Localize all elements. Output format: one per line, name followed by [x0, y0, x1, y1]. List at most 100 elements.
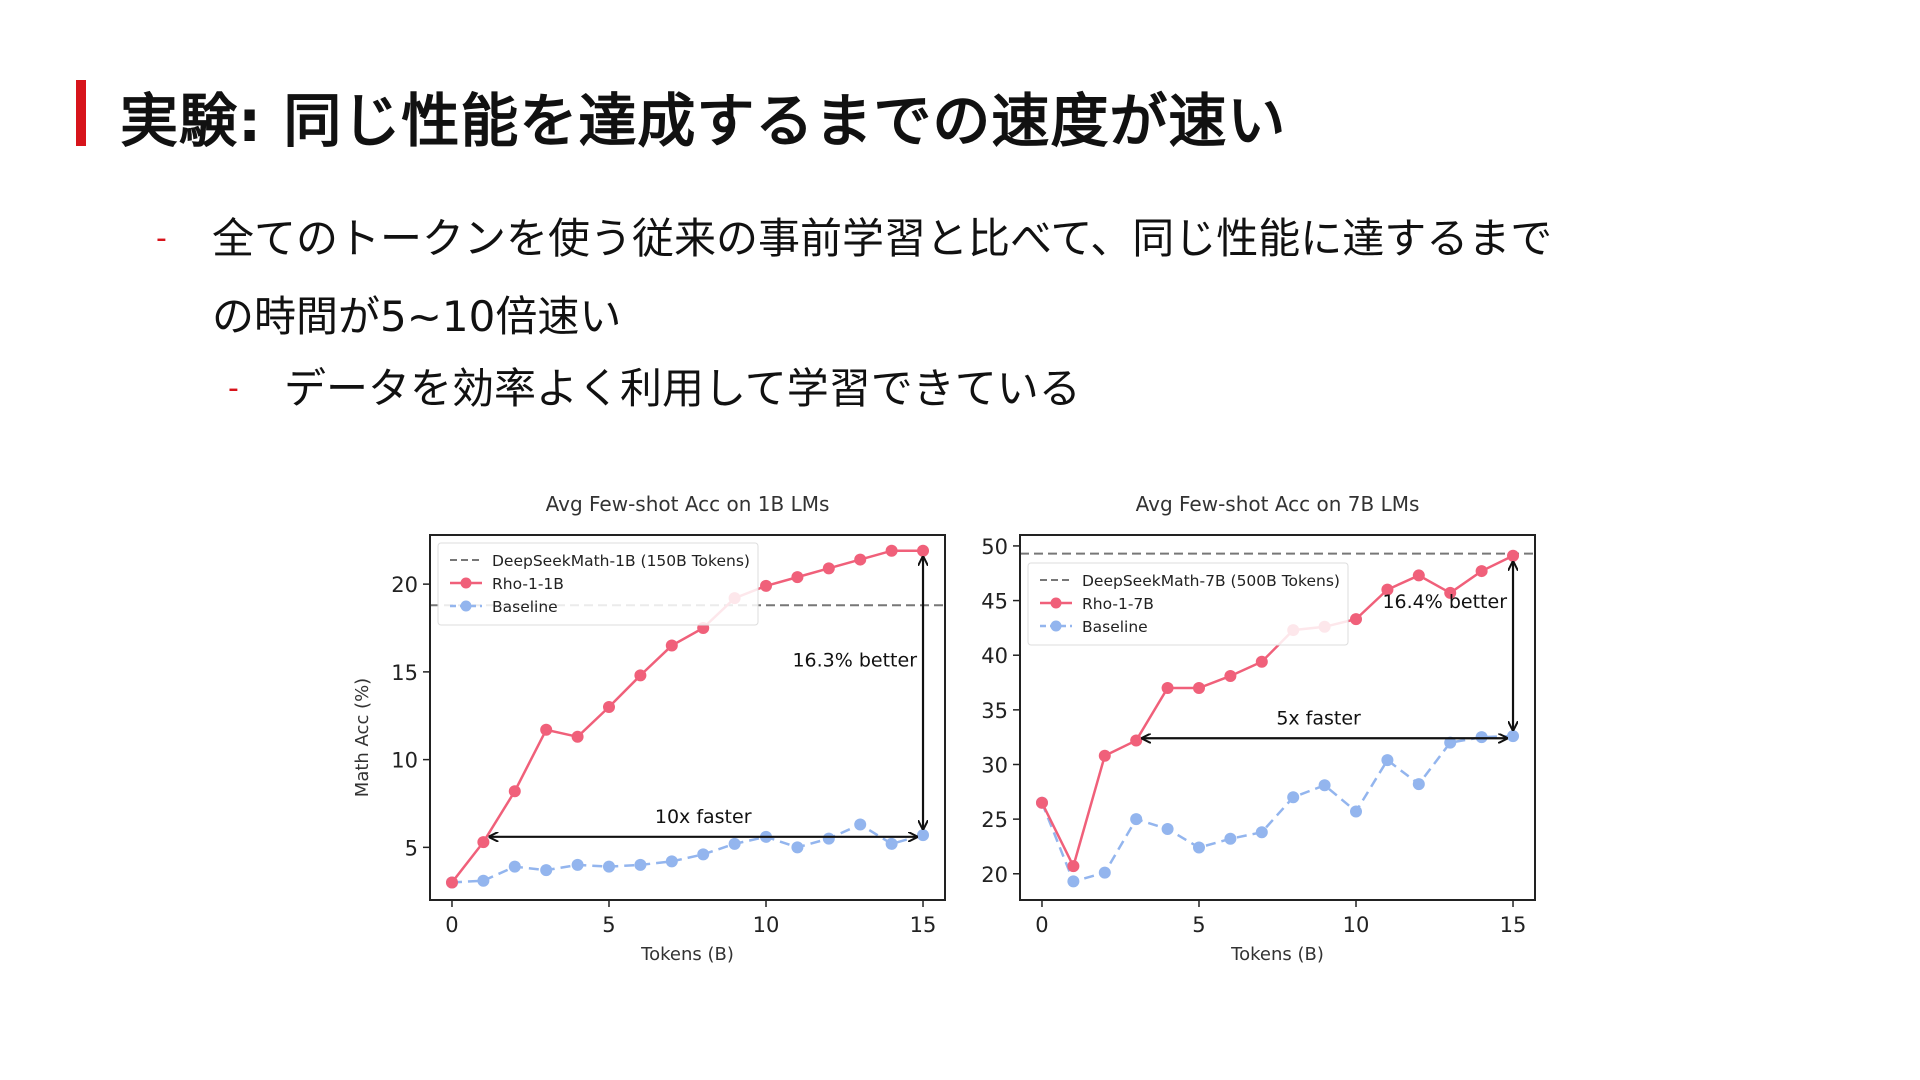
- data-point-rho: [1067, 860, 1080, 873]
- data-point-baseline: [885, 837, 898, 850]
- series-line-baseline: [451, 823, 924, 884]
- data-point-baseline: [1098, 866, 1111, 879]
- legend-label: Baseline: [492, 598, 558, 616]
- data-point-rho: [602, 700, 615, 713]
- legend-label: DeepSeekMath-7B (500B Tokens): [1082, 572, 1340, 590]
- data-point-rho: [665, 639, 678, 652]
- legend-swatch-marker: [1050, 597, 1062, 609]
- y-tick-label: 40: [981, 644, 1008, 668]
- x-tick-label: 5: [602, 913, 615, 937]
- data-point-rho: [917, 544, 930, 557]
- legend-label: Rho-1-7B: [1082, 595, 1154, 613]
- data-point-rho: [571, 730, 584, 743]
- data-point-rho: [791, 571, 804, 584]
- legend-label: DeepSeekMath-1B (150B Tokens): [492, 552, 750, 570]
- bullet-text-line: データを効率よく利用して学習できている: [284, 364, 1081, 413]
- data-point-baseline: [822, 832, 835, 845]
- data-point-baseline: [791, 841, 804, 854]
- series-line-rho: [450, 549, 924, 884]
- bullet-dash: -: [228, 371, 239, 406]
- data-point-rho: [1255, 655, 1268, 668]
- x-axis-label: Tokens (B): [640, 944, 734, 965]
- legend-label: Rho-1-1B: [492, 575, 564, 593]
- x-axis-label: Tokens (B): [1230, 944, 1324, 965]
- y-tick-label: 15: [391, 661, 418, 685]
- series-line-baseline: [1040, 734, 1514, 883]
- legend-label: Baseline: [1082, 618, 1148, 636]
- data-point-rho: [540, 723, 553, 736]
- bullet-dash: -: [156, 221, 167, 256]
- data-point-baseline: [1067, 875, 1080, 888]
- data-point-baseline: [508, 860, 521, 873]
- y-tick-label: 20: [981, 863, 1008, 887]
- bullet-level-1: - 全てのトークンを使う従来の事前学習と比べて、同じ性能に達するまで の時間が5…: [156, 200, 1792, 356]
- y-tick-label: 35: [981, 699, 1008, 723]
- data-point-rho: [1224, 669, 1237, 682]
- data-point-baseline: [665, 855, 678, 868]
- bullet-level-2: - データを効率よく利用して学習できている: [228, 350, 1784, 428]
- legend-swatch-marker: [460, 600, 472, 612]
- data-point-rho: [885, 544, 898, 557]
- slide-title: 実験: 同じ性能を達成するまでの速度が速い: [120, 87, 1287, 155]
- data-point-rho: [1444, 586, 1457, 599]
- data-point-rho: [1098, 749, 1111, 762]
- data-point-rho: [477, 836, 490, 849]
- data-point-baseline: [1507, 730, 1520, 743]
- y-tick-label: 25: [981, 808, 1008, 832]
- data-point-rho: [822, 562, 835, 575]
- data-point-baseline: [1412, 778, 1425, 791]
- annotation-label-faster: 10x faster: [655, 806, 752, 828]
- axes-frame: [429, 534, 946, 901]
- y-tick-label: 10: [391, 749, 418, 773]
- chart-panel-2: Avg Few-shot Acc on 7B LMs 5x faster 16.4%…: [981, 492, 1536, 965]
- data-point-rho: [1475, 565, 1488, 578]
- data-point-baseline: [1287, 791, 1300, 804]
- annotation-label-faster: 5x faster: [1276, 707, 1361, 729]
- charts-figure: Avg Few-shot Acc on 1B LMs 10x faster 16.3…: [352, 492, 1536, 965]
- data-point-rho: [508, 785, 521, 798]
- y-tick-label: 45: [981, 590, 1008, 614]
- data-point-rho: [1192, 681, 1205, 694]
- data-point-baseline: [540, 864, 553, 877]
- x-tick-label: 0: [1035, 913, 1048, 937]
- data-point-rho: [1381, 583, 1394, 596]
- data-point-rho: [1161, 681, 1174, 694]
- data-point-rho: [445, 876, 458, 889]
- data-point-baseline: [917, 829, 930, 842]
- legend-box: [1027, 562, 1349, 646]
- y-axis-label: Math Acc (%): [352, 678, 373, 797]
- data-point-rho: [854, 553, 867, 566]
- data-point-rho: [1412, 569, 1425, 582]
- data-point-rho: [1035, 796, 1048, 809]
- data-point-baseline: [1130, 813, 1143, 826]
- x-tick-label: 5: [1192, 913, 1205, 937]
- x-tick-label: 0: [445, 913, 458, 937]
- y-tick-label: 5: [405, 836, 418, 860]
- legend-box: [437, 542, 759, 626]
- data-point-rho: [1130, 734, 1143, 747]
- legend-swatch-marker: [460, 577, 472, 589]
- data-point-baseline: [477, 874, 490, 887]
- bullet-text-line: 全てのトークンを使う従来の事前学習と比べて、同じ性能に達するまで: [212, 214, 1553, 263]
- data-point-baseline: [1161, 822, 1174, 835]
- annotation-label-better: 16.4% better: [1382, 591, 1507, 613]
- data-point-baseline: [1318, 779, 1331, 792]
- data-point-baseline: [854, 818, 867, 831]
- data-point-baseline: [728, 837, 741, 850]
- data-point-rho: [1507, 549, 1520, 562]
- y-tick-label: 30: [981, 753, 1008, 777]
- y-tick-label: 20: [391, 573, 418, 597]
- x-tick-label: 15: [1500, 913, 1527, 937]
- data-point-baseline: [1224, 832, 1237, 845]
- legend-swatch-marker: [1050, 620, 1062, 632]
- x-tick-label: 10: [1343, 913, 1370, 937]
- data-point-baseline: [697, 848, 710, 861]
- axes-frame: [1019, 534, 1536, 901]
- series-line-rho: [1040, 554, 1514, 870]
- data-point-baseline: [1381, 754, 1394, 767]
- data-point-rho: [760, 579, 773, 592]
- bullet-text-line: の時間が5~10倍速い: [212, 292, 622, 341]
- data-point-rho: [1350, 613, 1363, 626]
- chart-title: Avg Few-shot Acc on 1B LMs: [546, 492, 830, 516]
- chart-title: Avg Few-shot Acc on 7B LMs: [1136, 492, 1420, 516]
